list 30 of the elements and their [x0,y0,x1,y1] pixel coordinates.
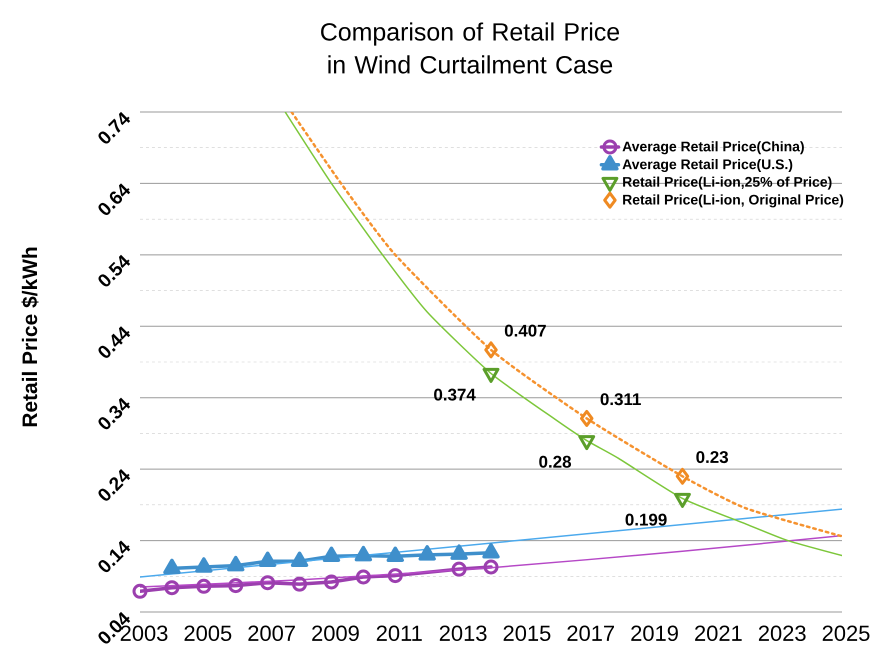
y-tick-label: 0.64 [98,183,130,215]
x-tick-label: 2013 [440,626,487,642]
x-tick-label: 2015 [504,626,550,642]
y-tick-label: 0.54 [98,254,130,286]
x-tick-label: 2009 [312,626,359,642]
legend-label: Average Retail Price(China) [622,141,804,154]
data-label: 0.407 [504,324,546,337]
x-tick-label: 2017 [567,626,614,642]
x-tick-label: 2025 [822,626,870,642]
y-tick-label: 0.34 [98,398,130,430]
legend-label: Retail Price(Li-ion,25% of Price) [623,176,832,190]
y-tick-label: 0.24 [98,469,130,501]
x-tick-label: 2019 [631,626,678,642]
legend-label: Retail Price(Li-ion, Original Price) [623,194,844,208]
data-label: 0.199 [626,514,667,526]
chart-title: Comparison of Retail Price in Wind Curtailment Case [321,22,620,74]
legend-label: Average Retail Price(U.S.) [622,158,792,172]
x-tick-label: 2007 [248,626,295,642]
data-label: 0.23 [696,451,728,464]
data-label: 0.28 [539,456,572,468]
data-label: 0.311 [600,393,641,406]
x-tick-label: 2023 [758,626,806,642]
y-tick-label: 0.44 [98,326,130,358]
data-label: 0.374 [434,388,476,401]
y-axis-title: Retail Price $/kWh [21,248,39,426]
x-tick-label: 2021 [695,626,742,642]
x-tick-label: 2005 [184,626,232,642]
x-tick-label: 2011 [376,626,422,642]
y-tick-label: 0.14 [98,540,130,572]
y-tick-label: 0.74 [98,112,130,144]
